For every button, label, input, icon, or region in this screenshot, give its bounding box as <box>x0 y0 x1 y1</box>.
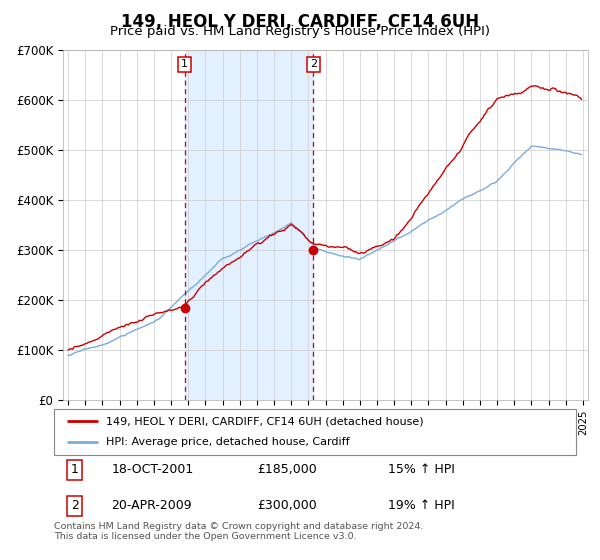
Text: 1: 1 <box>71 463 79 476</box>
Text: 2: 2 <box>310 59 317 69</box>
Text: 15% ↑ HPI: 15% ↑ HPI <box>388 463 455 476</box>
Text: £300,000: £300,000 <box>257 500 317 512</box>
Text: 19% ↑ HPI: 19% ↑ HPI <box>388 500 455 512</box>
Text: 149, HEOL Y DERI, CARDIFF, CF14 6UH (detached house): 149, HEOL Y DERI, CARDIFF, CF14 6UH (det… <box>106 416 424 426</box>
Text: £185,000: £185,000 <box>257 463 317 476</box>
Bar <box>185 50 313 400</box>
Text: Contains HM Land Registry data © Crown copyright and database right 2024.
This d: Contains HM Land Registry data © Crown c… <box>54 522 424 542</box>
Text: Price paid vs. HM Land Registry's House Price Index (HPI): Price paid vs. HM Land Registry's House … <box>110 25 490 38</box>
Text: HPI: Average price, detached house, Cardiff: HPI: Average price, detached house, Card… <box>106 437 350 447</box>
Text: 1: 1 <box>181 59 188 69</box>
Text: 149, HEOL Y DERI, CARDIFF, CF14 6UH: 149, HEOL Y DERI, CARDIFF, CF14 6UH <box>121 13 479 31</box>
Text: 20-APR-2009: 20-APR-2009 <box>112 500 192 512</box>
Text: 2: 2 <box>71 500 79 512</box>
FancyBboxPatch shape <box>54 409 576 455</box>
Text: 18-OCT-2001: 18-OCT-2001 <box>112 463 194 476</box>
